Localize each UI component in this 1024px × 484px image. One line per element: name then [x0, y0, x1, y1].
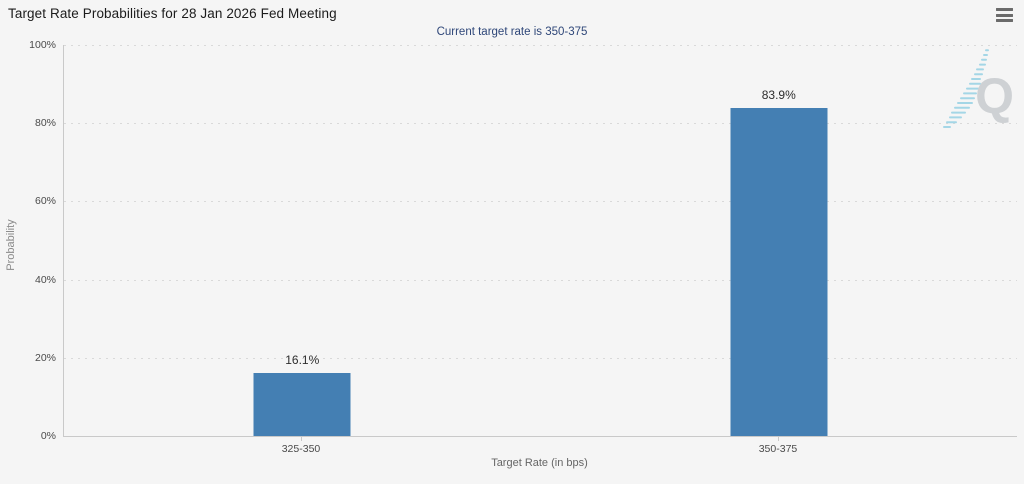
- hamburger-menu-icon[interactable]: [996, 8, 1013, 22]
- y-axis-tick-label: 100%: [29, 39, 56, 51]
- menu-bar: [996, 8, 1013, 11]
- x-axis-tick: [778, 437, 779, 441]
- gridline-40: [64, 280, 1017, 281]
- bar-value-label: 83.9%: [761, 87, 796, 102]
- bar-group-325-350: 16.1%: [253, 45, 351, 436]
- gridline-100: [64, 45, 1017, 46]
- y-axis-tick-label: 80%: [34, 117, 56, 129]
- menu-bar: [996, 19, 1013, 22]
- y-axis-title: Probability: [5, 219, 17, 271]
- bar-value-label: 16.1%: [285, 353, 320, 368]
- gridline-60: [64, 201, 1017, 202]
- y-axis-tick-label: 40%: [34, 274, 56, 286]
- y-axis-tick-label: 60%: [34, 195, 56, 207]
- plot-area: 16.1% 83.9%: [63, 45, 1017, 437]
- gridline-80: [64, 123, 1017, 124]
- bar-350-375[interactable]: [730, 107, 828, 436]
- y-axis-tick-label: 20%: [34, 352, 56, 364]
- chart-title: Target Rate Probabilities for 28 Jan 202…: [8, 6, 337, 21]
- bar-325-350[interactable]: [253, 373, 351, 436]
- y-axis-tick-label: 0%: [40, 430, 56, 442]
- bar-group-350-375: 83.9%: [730, 45, 828, 436]
- x-axis-category-label: 350-375: [758, 443, 798, 455]
- gridline-20: [64, 358, 1017, 359]
- menu-bar: [996, 13, 1013, 17]
- x-axis-tick: [301, 437, 302, 441]
- x-axis-title: Target Rate (in bps): [491, 457, 588, 469]
- chart-subtitle: Current target rate is 350-375: [436, 26, 588, 38]
- x-axis-category-label: 325-350: [281, 443, 321, 455]
